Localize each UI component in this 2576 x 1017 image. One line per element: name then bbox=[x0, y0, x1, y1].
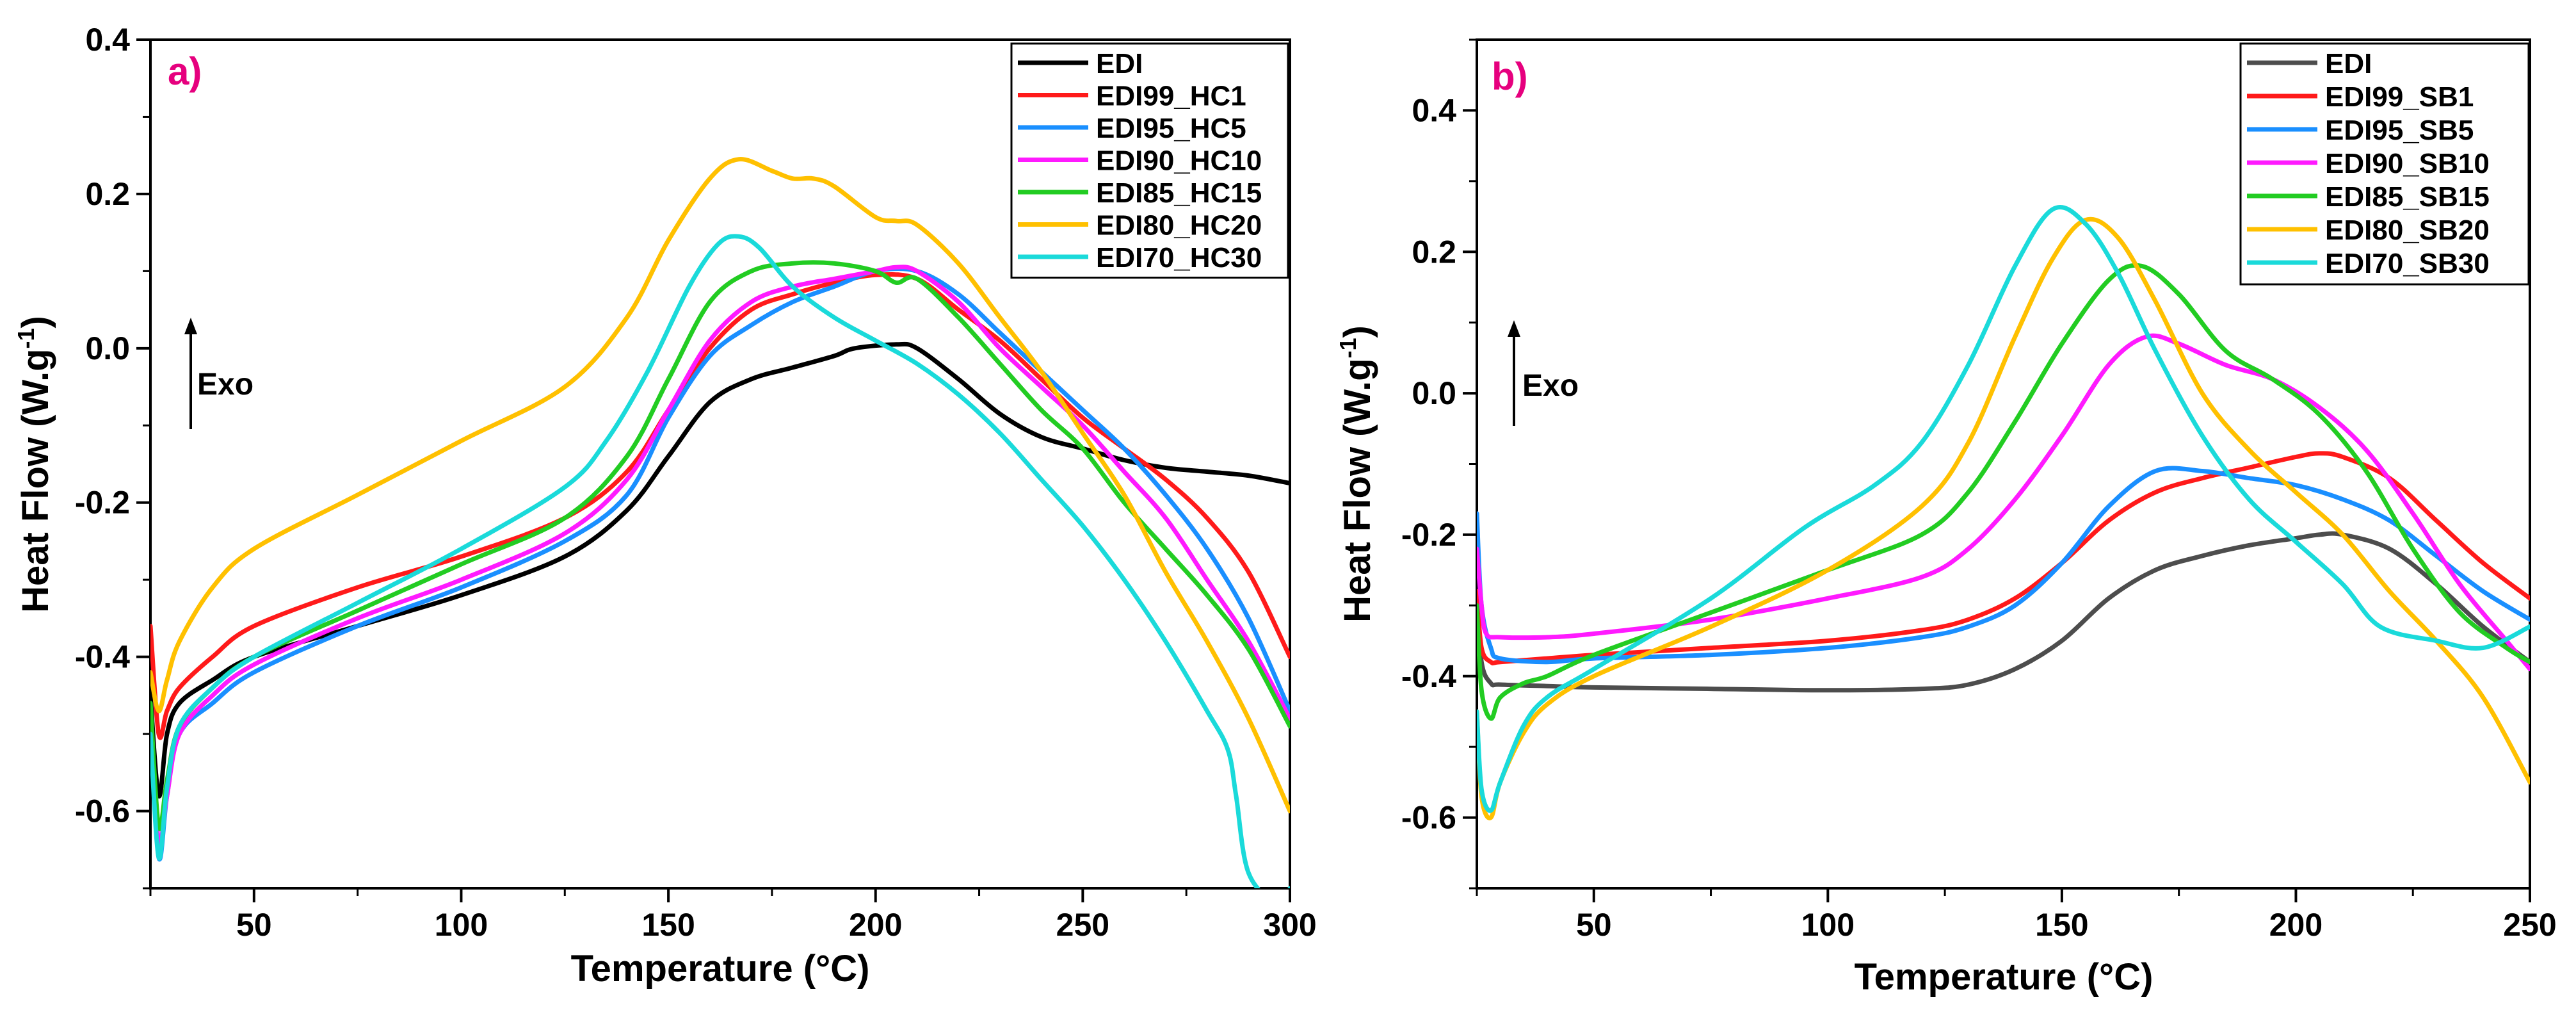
panel-b: 50 100 150 200 250 -0.6 -0.4 -0.2 0.0 0.2 0.4 b) E… bbox=[1335, 38, 2557, 998]
panel-b-y-axis-label: Heat Flow (W.g-1) bbox=[1335, 325, 1378, 622]
panel-a: 50 100 150 200 250 300 -0.6 -0.4 -0.2 0.0 0.2 0.4 a… bbox=[13, 22, 1317, 989]
panel-b-legend: EDIEDI99_SB1EDI95_SB5EDI90_SB10EDI85_SB1… bbox=[2239, 42, 2530, 286]
panel-a-ticks: 50 100 150 200 250 300 -0.6 -0.4 -0.2 0.0 0.2 0.4 bbox=[75, 22, 1317, 943]
panel-a-legend: EDIEDI99_HC1EDI95_HC5EDI90_HC10EDI85_HC1… bbox=[1010, 42, 1289, 279]
x-tick-label: 200 bbox=[849, 907, 902, 943]
panel-b-exo-label: Exo bbox=[1522, 369, 1579, 403]
x-tick-label: 50 bbox=[1576, 907, 1612, 943]
legend-entry-label: EDI90_HC10 bbox=[1096, 145, 1262, 177]
series-line-edi85-sb15 bbox=[1477, 263, 2530, 721]
panel-b-x-axis-label: Temperature (°C) bbox=[1855, 956, 2153, 998]
x-tick-label: 150 bbox=[2035, 907, 2088, 943]
legend-entry-label: EDI80_HC20 bbox=[1096, 210, 1262, 241]
y-tick-label: -0.2 bbox=[1401, 517, 1456, 553]
y-tick-label: 0.2 bbox=[1412, 234, 1456, 270]
series-line-edi90-hc10 bbox=[150, 264, 1290, 847]
y-tick-label: 0.0 bbox=[1412, 375, 1456, 411]
panel-a-label: a) bbox=[168, 50, 202, 93]
series-line-edi90-sb10 bbox=[1477, 333, 2530, 672]
x-tick-label: 250 bbox=[2503, 907, 2556, 943]
x-tick-label: 100 bbox=[1801, 907, 1855, 943]
series-line-edi70-hc30 bbox=[150, 234, 1290, 888]
y-tick-label: -0.6 bbox=[1401, 800, 1456, 836]
panel-b-label: b) bbox=[1492, 55, 1528, 98]
y-tick-label: -0.4 bbox=[75, 639, 130, 675]
legend-entry-label: EDI70_SB30 bbox=[2325, 248, 2490, 279]
x-tick-label: 250 bbox=[1056, 907, 1109, 943]
series-line-edi80-sb20 bbox=[1477, 216, 2530, 820]
panel-a-exo-arrowhead-icon bbox=[184, 318, 197, 334]
panel-a-x-axis-label: Temperature (°C) bbox=[571, 948, 870, 989]
legend-entry-label: EDI99_HC1 bbox=[1096, 81, 1246, 112]
panel-b-ticks: 50 100 150 200 250 -0.6 -0.4 -0.2 0.0 0.2 0.4 bbox=[1401, 38, 2557, 943]
legend-entry-label: EDI bbox=[1096, 48, 1143, 79]
legend-entry-label: EDI95_SB5 bbox=[2325, 115, 2474, 146]
y-tick-label: 0.4 bbox=[85, 22, 130, 58]
legend-entry-label: EDI85_HC15 bbox=[1096, 177, 1262, 209]
series-line-edi70-sb30 bbox=[1477, 204, 2530, 813]
y-tick-label: 0.2 bbox=[85, 176, 130, 212]
legend-entry-label: EDI bbox=[2325, 48, 2372, 79]
panel-a-curves bbox=[150, 157, 1290, 888]
x-tick-label: 150 bbox=[641, 907, 695, 943]
legend-entry-label: EDI95_HC5 bbox=[1096, 113, 1246, 144]
panel-b-exo-annotation: Exo bbox=[1508, 320, 1579, 426]
panel-b-exo-arrowhead-icon bbox=[1508, 320, 1520, 337]
series-line-edi95-sb5 bbox=[1477, 466, 2530, 665]
x-tick-label: 200 bbox=[2269, 907, 2322, 943]
series-line-edi99-sb1 bbox=[1477, 451, 2530, 665]
x-tick-label: 300 bbox=[1263, 907, 1316, 943]
legend-entry-label: EDI80_SB20 bbox=[2325, 215, 2490, 246]
y-tick-label: 0.4 bbox=[1412, 92, 1456, 128]
panel-b-curves bbox=[1477, 204, 2530, 820]
legend-entry-label: EDI70_HC30 bbox=[1096, 242, 1262, 273]
legend-entry-label: EDI85_SB15 bbox=[2325, 181, 2490, 213]
y-tick-label: 0.0 bbox=[85, 330, 130, 366]
x-tick-label: 100 bbox=[435, 907, 488, 943]
x-tick-label: 50 bbox=[236, 907, 272, 943]
series-line-edi95-hc5 bbox=[150, 266, 1290, 862]
y-tick-label: -0.2 bbox=[75, 485, 130, 521]
y-tick-label: -0.4 bbox=[1401, 658, 1456, 694]
legend-entry-label: EDI90_SB10 bbox=[2325, 148, 2490, 179]
series-line-edi bbox=[1477, 531, 2530, 693]
panel-a-exo-label: Exo bbox=[197, 368, 254, 402]
panel-a-exo-annotation: Exo bbox=[184, 318, 254, 429]
series-line-edi80-hc20 bbox=[150, 157, 1290, 813]
legend-entry-label: EDI99_SB1 bbox=[2325, 81, 2474, 113]
panel-a-y-axis-label: Heat Flow (W.g-1) bbox=[13, 316, 56, 613]
y-tick-label: -0.6 bbox=[75, 793, 130, 829]
